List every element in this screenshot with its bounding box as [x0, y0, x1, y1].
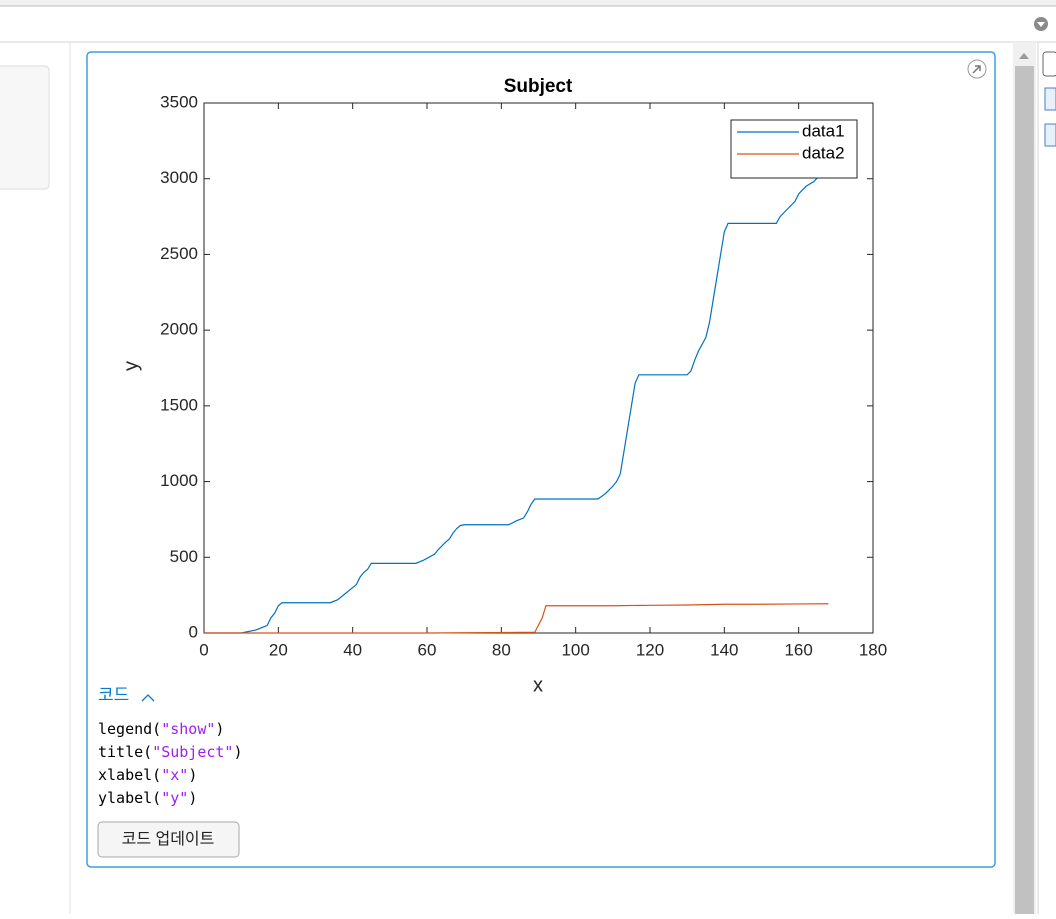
open-figure-icon — [972, 65, 981, 74]
y-axis-label: y — [120, 361, 142, 371]
code-token: title( — [98, 743, 152, 761]
x-tick-label: 60 — [418, 640, 437, 659]
x-axis-label: x — [533, 674, 543, 696]
data-line — [204, 603, 829, 634]
code-token: ) — [233, 743, 242, 761]
code-token: xlabel( — [98, 766, 161, 784]
chart-title: Subject — [504, 76, 573, 97]
code-line: title("Subject") — [98, 743, 243, 761]
legend-label: data2 — [802, 143, 845, 162]
side-icon[interactable] — [1042, 51, 1056, 77]
code-token: ylabel( — [98, 789, 161, 807]
x-tick-label: 120 — [636, 640, 664, 659]
code-line: ylabel("y") — [98, 789, 197, 807]
code-line: xlabel("x") — [98, 766, 197, 784]
x-tick-label: 140 — [710, 640, 738, 659]
top-strip — [0, 0, 1056, 6]
y-tick-label: 3500 — [160, 92, 198, 111]
x-tick-label: 180 — [859, 640, 887, 659]
y-tick-label: 1000 — [160, 471, 198, 490]
code-token: "y" — [161, 789, 188, 807]
y-tick-label: 3000 — [160, 168, 198, 187]
code-token: ) — [188, 766, 197, 784]
update-button[interactable] — [97, 821, 240, 858]
y-tick-label: 0 — [189, 622, 198, 641]
x-tick-label: 160 — [784, 640, 812, 659]
x-tick-label: 80 — [492, 640, 511, 659]
code-line: legend("show") — [98, 720, 224, 738]
left-card — [0, 65, 50, 190]
data-line — [204, 176, 829, 634]
code-token: legend( — [98, 720, 161, 738]
legend-box — [730, 119, 858, 179]
menu-arrow — [1037, 22, 1045, 27]
legend-label: data1 — [802, 121, 845, 140]
x-tick-label: 40 — [343, 640, 362, 659]
x-tick-label: 20 — [269, 640, 288, 659]
update-button-label[interactable]: 코드 업데이트 — [122, 830, 215, 848]
y-tick-label: 500 — [170, 547, 198, 566]
code-token: ) — [188, 789, 197, 807]
code-toggle[interactable]: 코드 — [98, 685, 129, 704]
side-icon[interactable] — [1044, 123, 1056, 147]
code-token: "x" — [161, 766, 188, 784]
code-token: ) — [215, 720, 224, 738]
code-token: "Subject" — [152, 743, 233, 761]
y-tick-label: 2500 — [160, 244, 198, 263]
scroll-up[interactable] — [1019, 53, 1029, 59]
y-tick-label: 2000 — [160, 320, 198, 339]
x-tick-label: 0 — [199, 640, 208, 659]
plot-area — [203, 102, 874, 634]
y-tick-label: 1500 — [160, 395, 198, 414]
x-tick-label: 100 — [561, 640, 589, 659]
scrollbar-thumb[interactable] — [1015, 66, 1034, 914]
code-token: "show" — [161, 720, 215, 738]
side-icon[interactable] — [1044, 87, 1056, 111]
code-toggle-chevron[interactable] — [141, 694, 155, 702]
